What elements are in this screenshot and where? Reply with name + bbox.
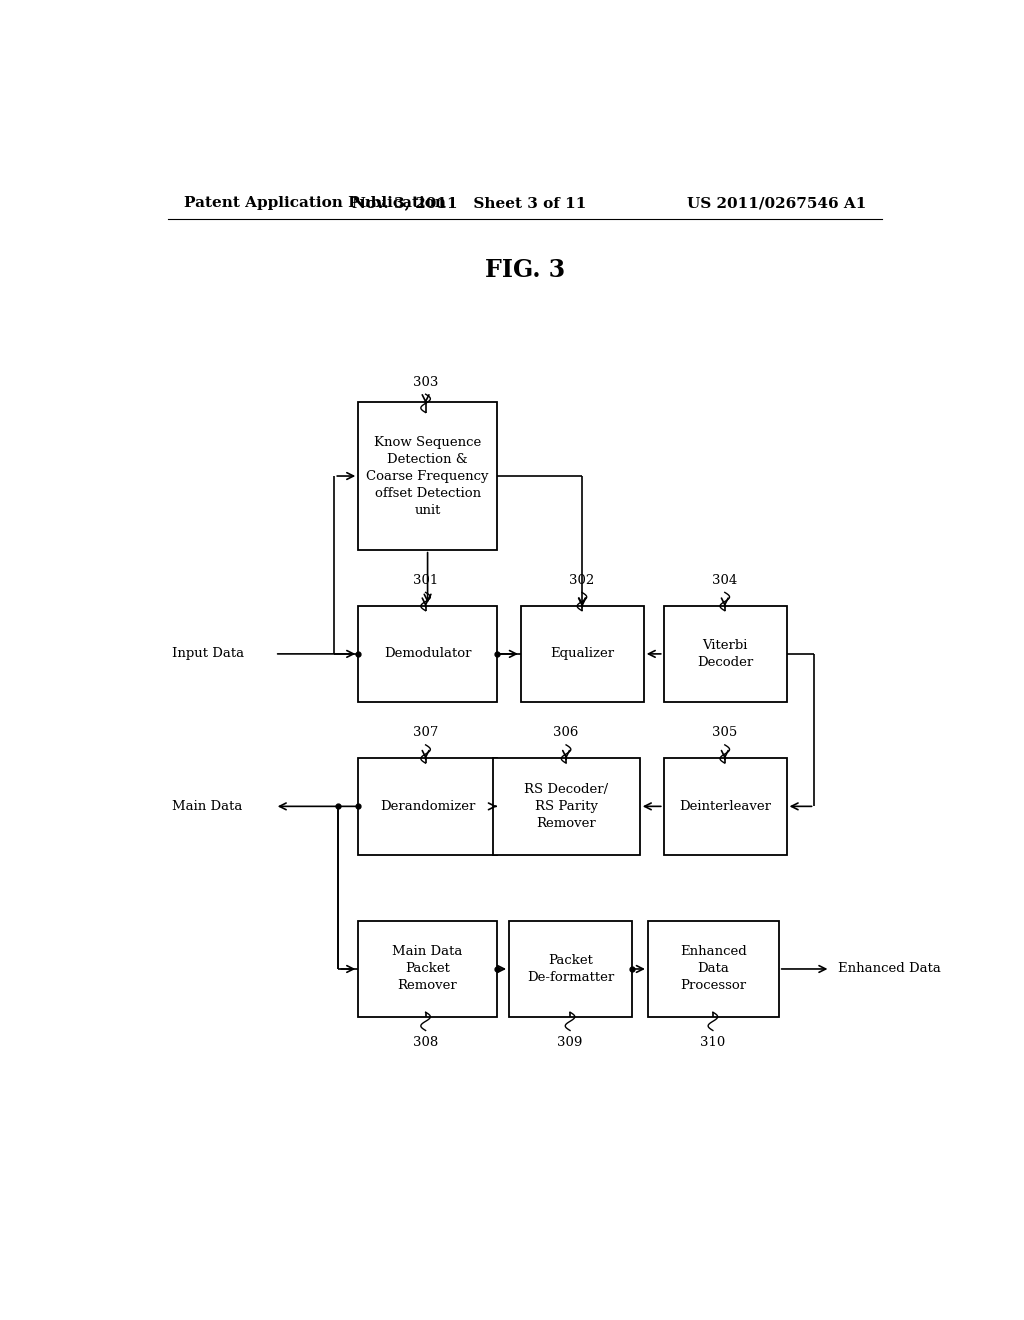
Text: Input Data: Input Data — [172, 647, 244, 660]
Text: RS Decoder/
RS Parity
Remover: RS Decoder/ RS Parity Remover — [524, 783, 608, 830]
Text: Derandomizer: Derandomizer — [380, 800, 475, 813]
Text: FIG. 3: FIG. 3 — [484, 259, 565, 282]
Text: Equalizer: Equalizer — [550, 647, 614, 660]
Text: Demodulator: Demodulator — [384, 647, 471, 660]
Text: 307: 307 — [413, 726, 438, 739]
Bar — [358, 921, 497, 1018]
Text: Packet
De-formatter: Packet De-formatter — [526, 954, 614, 983]
Bar — [358, 403, 497, 549]
Text: 309: 309 — [557, 1036, 583, 1049]
Text: 302: 302 — [569, 574, 595, 586]
Text: Deinterleaver: Deinterleaver — [679, 800, 771, 813]
Text: 305: 305 — [712, 726, 737, 739]
Bar — [664, 758, 786, 854]
Text: 310: 310 — [700, 1036, 726, 1049]
Text: 304: 304 — [712, 574, 737, 586]
Text: Nov. 3, 2011   Sheet 3 of 11: Nov. 3, 2011 Sheet 3 of 11 — [352, 197, 587, 210]
Text: Enhanced
Data
Processor: Enhanced Data Processor — [680, 945, 746, 993]
Bar — [509, 921, 632, 1018]
Text: 306: 306 — [553, 726, 579, 739]
Text: Main Data
Packet
Remover: Main Data Packet Remover — [392, 945, 463, 993]
Text: 308: 308 — [413, 1036, 438, 1049]
Text: 301: 301 — [413, 574, 438, 586]
Bar — [521, 606, 644, 702]
Bar — [494, 758, 640, 854]
Bar — [358, 758, 497, 854]
Text: US 2011/0267546 A1: US 2011/0267546 A1 — [687, 197, 866, 210]
Text: Patent Application Publication: Patent Application Publication — [183, 197, 445, 210]
Bar — [664, 606, 786, 702]
Text: Enhanced Data: Enhanced Data — [839, 962, 941, 975]
Text: Know Sequence
Detection &
Coarse Frequency
offset Detection
unit: Know Sequence Detection & Coarse Frequen… — [367, 436, 488, 516]
Bar — [648, 921, 779, 1018]
Text: Viterbi
Decoder: Viterbi Decoder — [697, 639, 754, 669]
Text: Main Data: Main Data — [172, 800, 242, 813]
Text: 303: 303 — [413, 375, 438, 388]
Bar — [358, 606, 497, 702]
